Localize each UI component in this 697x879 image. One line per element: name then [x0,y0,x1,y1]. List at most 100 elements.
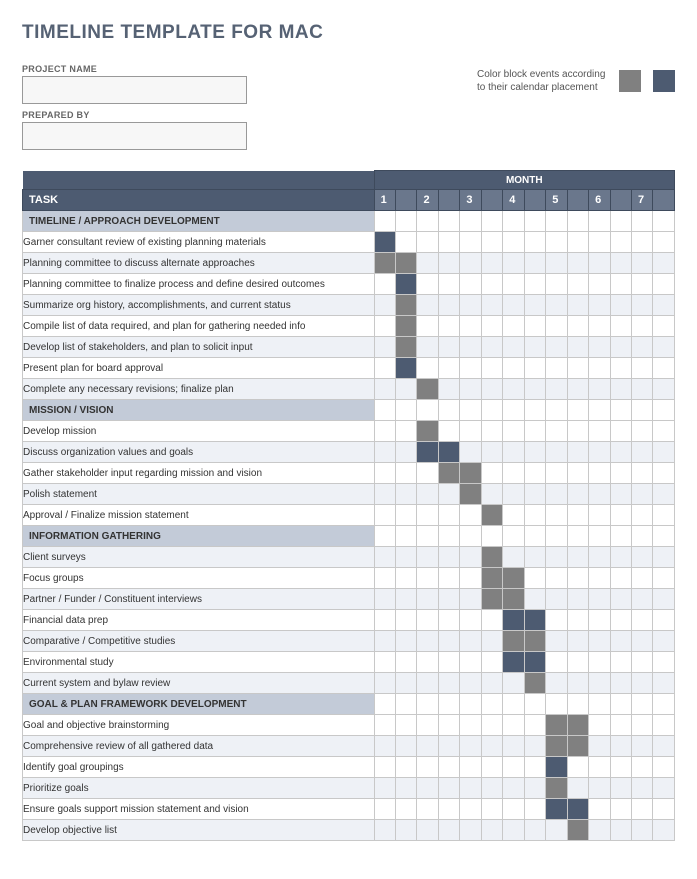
gantt-cell[interactable] [546,778,567,799]
gantt-cell[interactable] [417,463,438,484]
gantt-cell[interactable] [524,505,545,526]
gantt-cell[interactable] [632,715,653,736]
gantt-cell[interactable] [567,484,588,505]
gantt-cell[interactable] [460,442,481,463]
gantt-cell[interactable] [653,337,675,358]
gantt-cell[interactable] [417,421,438,442]
gantt-cell[interactable] [632,421,653,442]
gantt-cell[interactable] [589,421,610,442]
gantt-cell[interactable] [396,547,417,568]
gantt-cell[interactable] [417,610,438,631]
gantt-cell[interactable] [653,274,675,295]
gantt-cell[interactable] [653,757,675,778]
gantt-cell[interactable] [460,295,481,316]
gantt-cell[interactable] [653,232,675,253]
gantt-cell[interactable] [632,484,653,505]
gantt-cell[interactable] [396,736,417,757]
gantt-cell[interactable] [503,715,524,736]
gantt-cell[interactable] [632,589,653,610]
gantt-cell[interactable] [503,421,524,442]
gantt-cell[interactable] [524,568,545,589]
gantt-cell[interactable] [632,547,653,568]
gantt-cell[interactable] [567,631,588,652]
gantt-cell[interactable] [610,421,631,442]
gantt-cell[interactable] [632,295,653,316]
gantt-cell[interactable] [632,757,653,778]
gantt-cell[interactable] [503,568,524,589]
gantt-cell[interactable] [503,631,524,652]
gantt-cell[interactable] [632,316,653,337]
gantt-cell[interactable] [632,442,653,463]
gantt-cell[interactable] [524,610,545,631]
gantt-cell[interactable] [481,820,502,841]
gantt-cell[interactable] [632,232,653,253]
gantt-cell[interactable] [524,484,545,505]
gantt-cell[interactable] [632,799,653,820]
gantt-cell[interactable] [610,631,631,652]
gantt-cell[interactable] [438,547,459,568]
gantt-cell[interactable] [503,463,524,484]
gantt-cell[interactable] [567,715,588,736]
gantt-cell[interactable] [396,631,417,652]
gantt-cell[interactable] [438,715,459,736]
gantt-cell[interactable] [374,547,395,568]
gantt-cell[interactable] [374,778,395,799]
gantt-cell[interactable] [374,316,395,337]
gantt-cell[interactable] [589,820,610,841]
gantt-cell[interactable] [632,253,653,274]
gantt-cell[interactable] [396,505,417,526]
gantt-cell[interactable] [417,253,438,274]
gantt-cell[interactable] [503,736,524,757]
gantt-cell[interactable] [567,337,588,358]
gantt-cell[interactable] [396,379,417,400]
gantt-cell[interactable] [460,589,481,610]
gantt-cell[interactable] [374,589,395,610]
gantt-cell[interactable] [653,295,675,316]
gantt-cell[interactable] [503,337,524,358]
gantt-cell[interactable] [460,316,481,337]
gantt-cell[interactable] [589,295,610,316]
gantt-cell[interactable] [610,316,631,337]
gantt-cell[interactable] [438,442,459,463]
gantt-cell[interactable] [503,316,524,337]
gantt-cell[interactable] [567,442,588,463]
gantt-cell[interactable] [374,274,395,295]
gantt-cell[interactable] [417,295,438,316]
gantt-cell[interactable] [417,547,438,568]
gantt-cell[interactable] [481,232,502,253]
gantt-cell[interactable] [460,778,481,799]
gantt-cell[interactable] [610,610,631,631]
gantt-cell[interactable] [374,442,395,463]
gantt-cell[interactable] [610,232,631,253]
gantt-cell[interactable] [567,568,588,589]
gantt-cell[interactable] [632,652,653,673]
gantt-cell[interactable] [374,505,395,526]
gantt-cell[interactable] [567,610,588,631]
gantt-cell[interactable] [503,505,524,526]
gantt-cell[interactable] [374,757,395,778]
gantt-cell[interactable] [610,379,631,400]
gantt-cell[interactable] [546,295,567,316]
gantt-cell[interactable] [567,463,588,484]
gantt-cell[interactable] [374,295,395,316]
prepared-by-input[interactable] [22,122,247,150]
gantt-cell[interactable] [503,484,524,505]
gantt-cell[interactable] [610,820,631,841]
gantt-cell[interactable] [567,505,588,526]
gantt-cell[interactable] [417,652,438,673]
gantt-cell[interactable] [438,799,459,820]
gantt-cell[interactable] [396,715,417,736]
gantt-cell[interactable] [396,484,417,505]
gantt-cell[interactable] [524,820,545,841]
gantt-cell[interactable] [503,274,524,295]
gantt-cell[interactable] [632,631,653,652]
gantt-cell[interactable] [546,358,567,379]
gantt-cell[interactable] [567,652,588,673]
gantt-cell[interactable] [417,715,438,736]
gantt-cell[interactable] [460,736,481,757]
gantt-cell[interactable] [653,484,675,505]
gantt-cell[interactable] [610,652,631,673]
gantt-cell[interactable] [653,610,675,631]
gantt-cell[interactable] [396,358,417,379]
gantt-cell[interactable] [546,253,567,274]
